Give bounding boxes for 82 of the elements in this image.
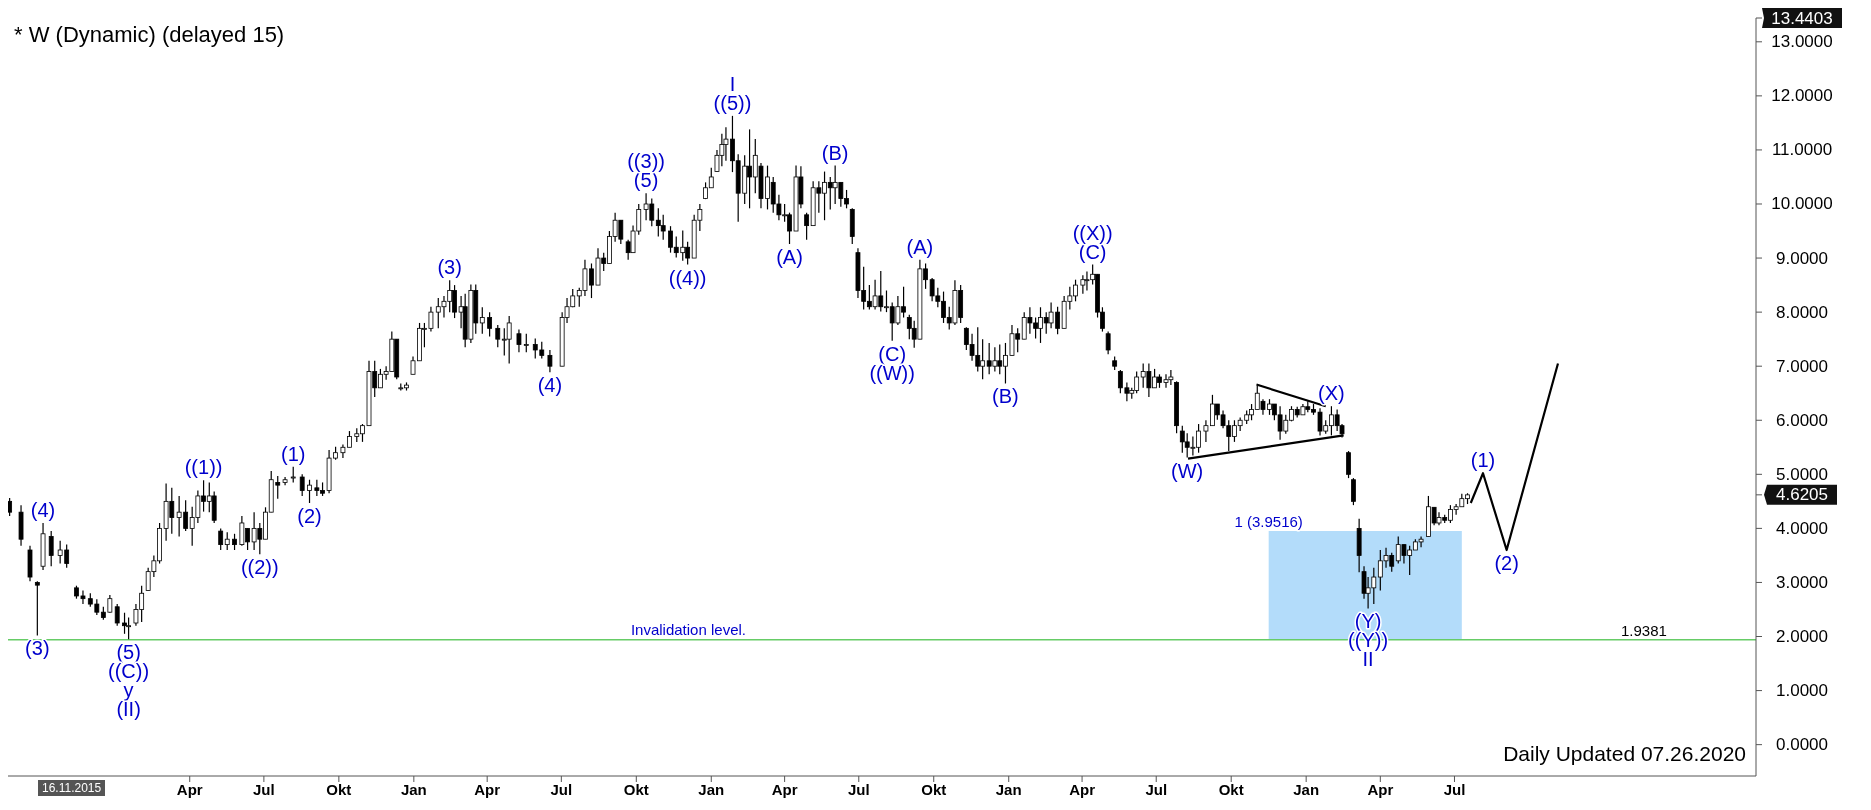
annotation: (3) xyxy=(437,256,462,279)
candlestick xyxy=(114,603,120,627)
y-tick-label: 12.0000 xyxy=(1771,86,1833,106)
x-tick-label: Jul xyxy=(253,780,275,798)
y-tick-label: 0.0000 xyxy=(1776,735,1828,755)
annotation: (1) xyxy=(1470,449,1496,472)
candlestick xyxy=(660,214,666,241)
candlestick xyxy=(1080,274,1086,295)
y-tick-label: 13.0000 xyxy=(1771,32,1833,52)
y-tick-label: 4.6205 xyxy=(1776,485,1828,505)
candlestick xyxy=(495,324,501,348)
y-tick-label: 10.0000 xyxy=(1771,194,1833,214)
candlestick xyxy=(218,527,224,551)
y-tick-label: 11.0000 xyxy=(1771,140,1833,160)
annotation: (2) xyxy=(297,504,322,527)
candlestick xyxy=(299,473,305,497)
x-tick-label: Jul xyxy=(1145,780,1168,798)
annotation: 1 (3.9516) xyxy=(1234,512,1303,530)
annotation: ((4)) xyxy=(668,266,707,289)
annotation: (3) xyxy=(25,637,50,660)
candlestick xyxy=(48,530,54,567)
x-tick-label: Apr xyxy=(1367,780,1394,798)
annotation: (A) xyxy=(906,235,934,258)
text: 16.11.2015 xyxy=(38,780,106,796)
annotation: (W) xyxy=(1171,459,1204,482)
annotation: (C) xyxy=(878,342,907,365)
candlestick xyxy=(1346,450,1351,479)
x-tick-label: Jul xyxy=(550,780,573,798)
chart-title: * W (Dynamic) (delayed 15) xyxy=(14,22,285,48)
line-series xyxy=(1469,362,1560,552)
candlestick xyxy=(307,479,312,504)
y-tick-label: 5.0000 xyxy=(1776,464,1828,484)
annotation: ((2)) xyxy=(240,556,279,579)
x-tick-label: Jul xyxy=(1443,780,1466,798)
x-tick-label: Okt xyxy=(623,780,649,798)
candlestick xyxy=(516,328,522,353)
candlestick xyxy=(126,616,132,640)
x-tick-label: Jan xyxy=(698,780,725,798)
candlestick xyxy=(523,333,529,353)
candlestick xyxy=(506,315,512,365)
candlestick xyxy=(479,306,485,335)
x-tick-label: Okt xyxy=(1218,780,1244,798)
y-tick-label: 4.0000 xyxy=(1776,518,1828,538)
annotation: (X) xyxy=(1318,382,1345,405)
x-tick-label: Jan xyxy=(1293,780,1320,798)
annotation: (2) xyxy=(1494,552,1519,575)
x-tick-label: Okt xyxy=(326,780,352,798)
annotation: (5) xyxy=(116,641,141,664)
x-tick-label: Apr xyxy=(1069,780,1096,798)
x-tick-label: Apr xyxy=(176,780,203,798)
y-tick-label: 6.0000 xyxy=(1776,410,1828,430)
candlestick xyxy=(34,580,40,637)
y-tick-label: 8.0000 xyxy=(1776,302,1828,322)
annotation: Daily Updated 07.26.2020 xyxy=(1503,742,1746,766)
annotation: (A) xyxy=(776,246,803,269)
y-tick-label: 13.4403 xyxy=(1771,8,1833,28)
candlestick xyxy=(1105,330,1111,355)
x-tick-label: Okt xyxy=(921,780,947,798)
annotation: (4) xyxy=(30,498,56,521)
annotation: ((1)) xyxy=(184,456,223,479)
x-tick-label: Jan xyxy=(995,780,1022,798)
y-tick-label: 7.0000 xyxy=(1776,356,1828,376)
annotation: (B) xyxy=(992,385,1019,408)
ref-line-label: 1.9381 xyxy=(1621,622,1667,640)
annotation: (1) xyxy=(280,442,306,465)
candlestick xyxy=(1351,477,1356,506)
annotation: (4) xyxy=(537,374,563,397)
x-tick-label: Apr xyxy=(474,780,501,798)
x-tick-label: Apr xyxy=(771,780,798,798)
x-tick-label: Jan xyxy=(400,780,427,798)
candlestick xyxy=(487,311,493,338)
annotation: II xyxy=(1362,648,1374,671)
annotation: Invalidation level. xyxy=(630,621,746,639)
x-tick-label: Jul xyxy=(847,780,870,798)
y-tick-label: 9.0000 xyxy=(1776,248,1828,268)
annotation: (Y) xyxy=(1354,610,1382,633)
candlestick xyxy=(122,612,127,635)
annotation: (B) xyxy=(821,141,849,164)
candlestick xyxy=(547,349,553,373)
y-tick-label: 2.0000 xyxy=(1776,627,1828,647)
y-tick-label: 1.0000 xyxy=(1776,681,1828,701)
y-tick-label: 3.0000 xyxy=(1776,572,1828,592)
